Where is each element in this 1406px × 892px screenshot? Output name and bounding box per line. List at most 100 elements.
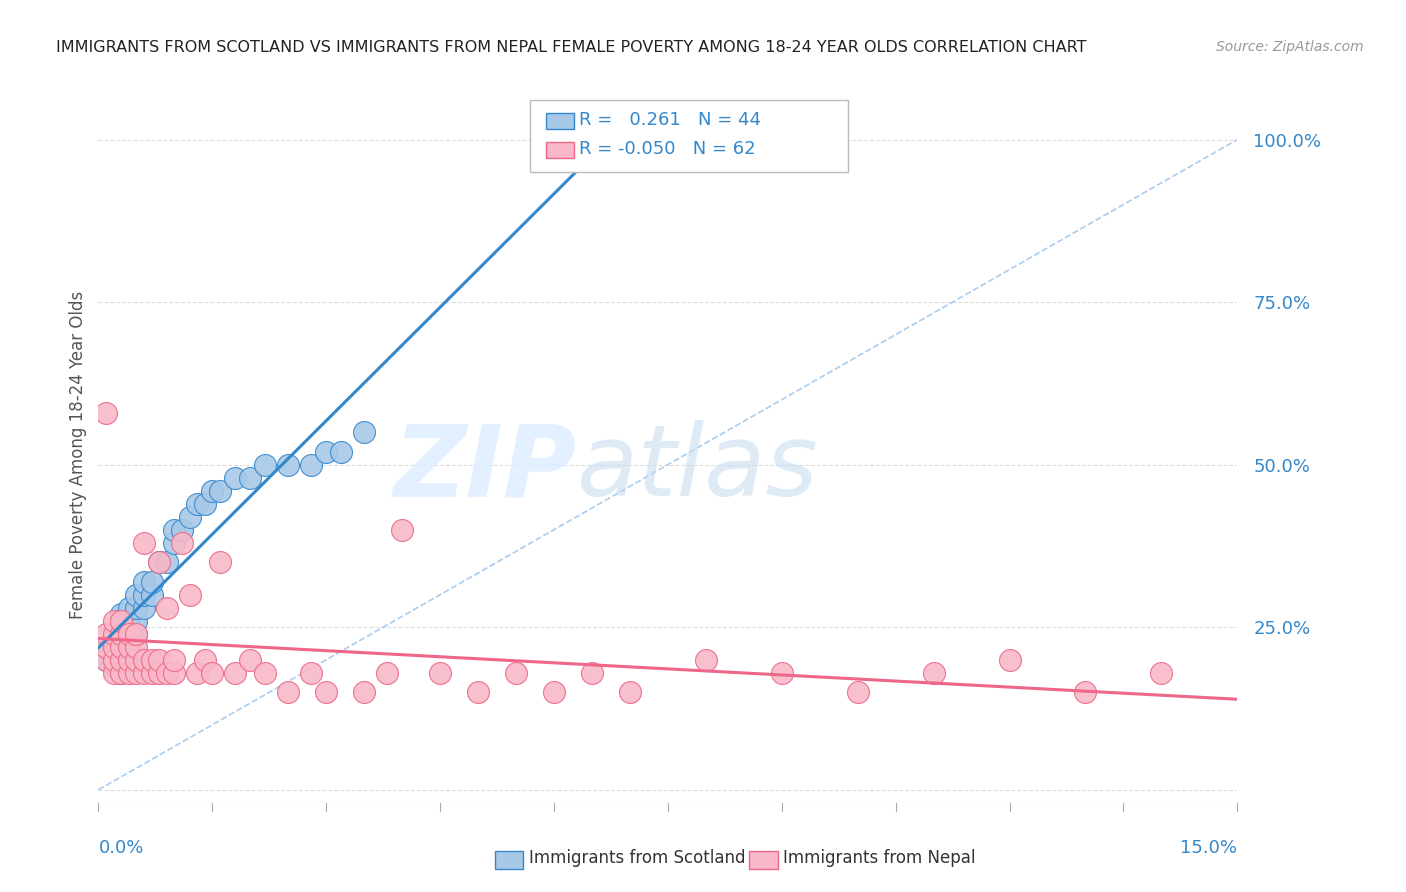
Point bbox=[132, 665, 155, 680]
Point bbox=[194, 653, 217, 667]
Point bbox=[391, 523, 413, 537]
Text: 0.0%: 0.0% bbox=[98, 838, 143, 856]
Text: Source: ZipAtlas.com: Source: ZipAtlas.com bbox=[1216, 40, 1364, 54]
Point bbox=[94, 653, 117, 667]
Point bbox=[170, 523, 193, 537]
Point bbox=[118, 626, 141, 640]
Point bbox=[125, 600, 148, 615]
Point bbox=[208, 483, 231, 498]
Point bbox=[110, 626, 132, 640]
Point bbox=[103, 653, 125, 667]
Text: R =   0.261   N = 44: R = 0.261 N = 44 bbox=[579, 112, 761, 129]
Point bbox=[179, 509, 201, 524]
Point bbox=[118, 640, 141, 654]
Point bbox=[103, 659, 125, 673]
Point bbox=[103, 665, 125, 680]
Point bbox=[277, 685, 299, 699]
Point bbox=[770, 665, 793, 680]
Point bbox=[299, 458, 322, 472]
Point bbox=[467, 685, 489, 699]
Point bbox=[208, 555, 231, 569]
Point bbox=[156, 555, 179, 569]
Point bbox=[94, 626, 117, 640]
Point bbox=[103, 614, 125, 628]
Point bbox=[141, 653, 163, 667]
Point bbox=[125, 653, 148, 667]
Point bbox=[695, 653, 717, 667]
Point bbox=[353, 685, 375, 699]
Point bbox=[118, 626, 141, 640]
Point bbox=[239, 471, 262, 485]
Point bbox=[148, 555, 170, 569]
Point bbox=[315, 444, 337, 458]
Point bbox=[429, 665, 451, 680]
Point bbox=[125, 665, 148, 680]
Point bbox=[148, 665, 170, 680]
Point bbox=[118, 614, 141, 628]
Point bbox=[103, 640, 125, 654]
Point bbox=[141, 588, 163, 602]
Point bbox=[132, 588, 155, 602]
Point bbox=[299, 665, 322, 680]
Point bbox=[118, 600, 141, 615]
Point bbox=[277, 458, 299, 472]
Point bbox=[330, 444, 353, 458]
Point bbox=[254, 458, 277, 472]
Point bbox=[110, 614, 132, 628]
Point bbox=[110, 653, 132, 667]
Point bbox=[375, 665, 398, 680]
Point bbox=[141, 665, 163, 680]
Point bbox=[581, 665, 603, 680]
Point bbox=[543, 685, 565, 699]
Point bbox=[619, 685, 641, 699]
Point bbox=[125, 588, 148, 602]
Point bbox=[179, 588, 201, 602]
Point bbox=[94, 640, 117, 654]
Y-axis label: Female Poverty Among 18-24 Year Olds: Female Poverty Among 18-24 Year Olds bbox=[69, 291, 87, 619]
Text: Immigrants from Scotland: Immigrants from Scotland bbox=[529, 849, 745, 867]
Point bbox=[170, 535, 193, 549]
Point bbox=[132, 600, 155, 615]
Text: atlas: atlas bbox=[576, 420, 818, 517]
Point bbox=[156, 600, 179, 615]
Point bbox=[110, 653, 132, 667]
Point bbox=[110, 620, 132, 634]
Point bbox=[125, 626, 148, 640]
Point bbox=[224, 471, 246, 485]
Point bbox=[110, 640, 132, 654]
Point bbox=[186, 497, 208, 511]
Point bbox=[163, 665, 186, 680]
Point bbox=[94, 653, 117, 667]
Point bbox=[125, 614, 148, 628]
Text: R = -0.050   N = 62: R = -0.050 N = 62 bbox=[579, 140, 756, 158]
Point bbox=[110, 640, 132, 654]
Point bbox=[163, 523, 186, 537]
Point bbox=[194, 497, 217, 511]
Point bbox=[94, 646, 117, 660]
Point bbox=[103, 646, 125, 660]
Point bbox=[846, 685, 869, 699]
Point bbox=[118, 640, 141, 654]
Point bbox=[110, 626, 132, 640]
Point bbox=[132, 535, 155, 549]
Point bbox=[201, 483, 224, 498]
Point bbox=[156, 665, 179, 680]
Point bbox=[118, 665, 141, 680]
Text: 15.0%: 15.0% bbox=[1180, 838, 1237, 856]
Point bbox=[922, 665, 945, 680]
Point bbox=[505, 665, 527, 680]
Text: Immigrants from Nepal: Immigrants from Nepal bbox=[783, 849, 976, 867]
Point bbox=[224, 665, 246, 680]
Point bbox=[998, 653, 1021, 667]
Point bbox=[118, 653, 141, 667]
Point bbox=[201, 665, 224, 680]
Point bbox=[315, 685, 337, 699]
Point bbox=[148, 653, 170, 667]
Point bbox=[1074, 685, 1097, 699]
Point bbox=[163, 653, 186, 667]
Point bbox=[254, 665, 277, 680]
Point bbox=[125, 626, 148, 640]
Point bbox=[163, 535, 186, 549]
Point bbox=[110, 607, 132, 622]
Point bbox=[148, 555, 170, 569]
